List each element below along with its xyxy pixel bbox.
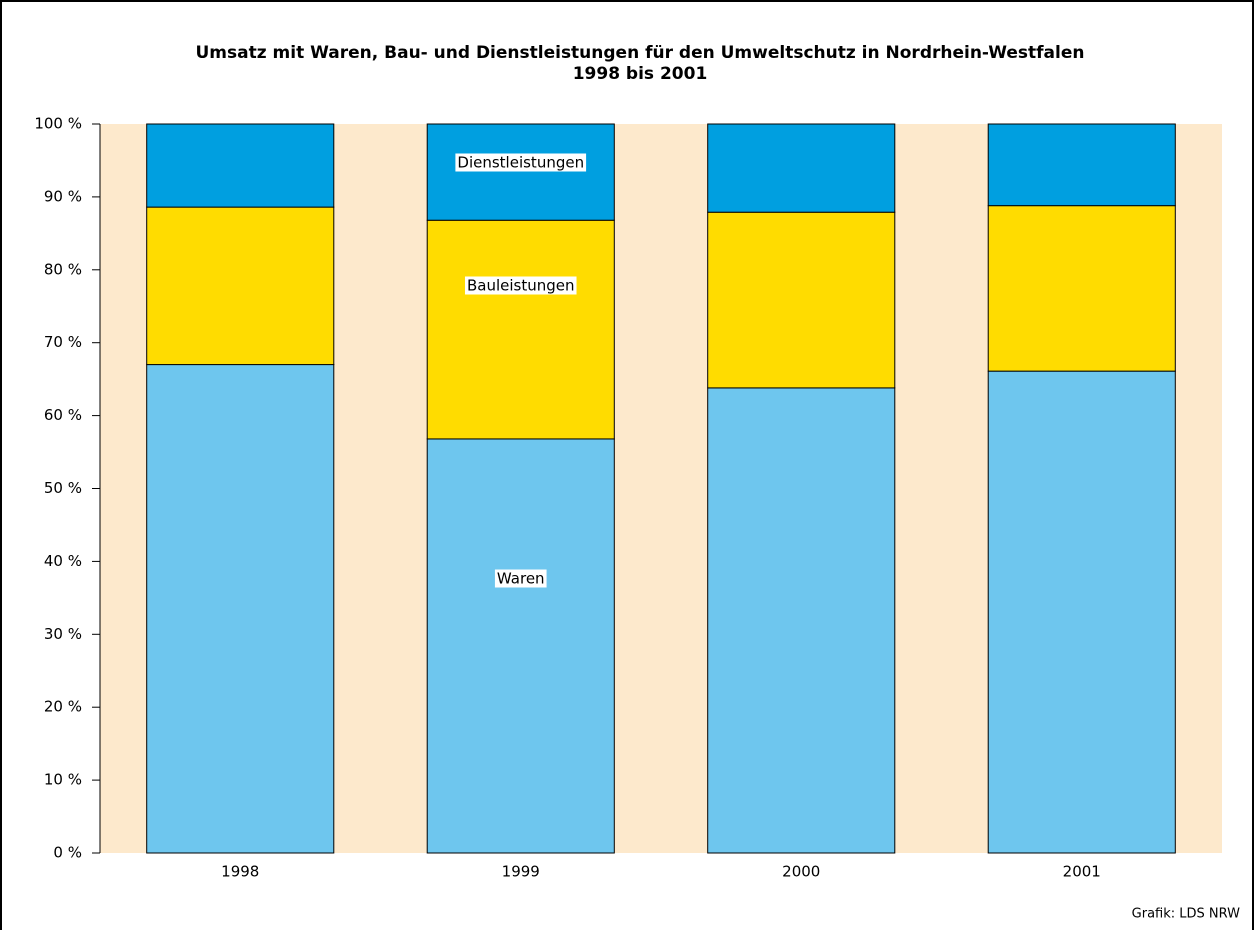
x-tick-label: 2000 [782, 863, 820, 881]
y-tick-label: 100 % [34, 115, 82, 133]
chart-title: Umsatz mit Waren, Bau- und Dienstleistun… [196, 43, 1085, 63]
y-tick-label: 80 % [44, 260, 82, 278]
series-label: Bauleistungen [467, 277, 575, 295]
y-tick-label: 50 % [44, 479, 82, 497]
label-background [455, 153, 587, 172]
y-tick-label: 40 % [44, 552, 82, 570]
label-background [464, 276, 577, 295]
label-background [494, 569, 547, 588]
bar-segment [707, 211, 896, 389]
bar-segment [426, 123, 615, 221]
series-label: Dienstleistungen [457, 154, 584, 172]
x-tick-label: 1999 [502, 863, 540, 881]
bar-segment [426, 219, 615, 440]
bar-segment [707, 387, 896, 854]
bar-segment [146, 123, 335, 208]
chart-subtitle: 1998 bis 2001 [573, 64, 708, 84]
x-tick-label: 2001 [1063, 863, 1101, 881]
bar-segment [146, 206, 335, 366]
bar-segment [987, 205, 1176, 372]
y-tick-label: 30 % [44, 625, 82, 643]
source: Grafik: LDS NRW [1132, 907, 1240, 922]
y-tick-label: 0 % [53, 844, 82, 862]
bar-segment [987, 123, 1176, 207]
y-tick-label: 10 % [44, 771, 82, 789]
x-tick-label: 1998 [221, 863, 259, 881]
y-tick-label: 20 % [44, 698, 82, 716]
y-tick-label: 70 % [44, 333, 82, 351]
y-tick-label: 90 % [44, 187, 82, 205]
bar-segment [426, 438, 615, 854]
bar-segment [987, 370, 1176, 854]
bar-segment [707, 123, 896, 213]
series-label: Waren [497, 570, 545, 588]
y-tick-label: 60 % [44, 406, 82, 424]
bar-segment [146, 364, 335, 854]
